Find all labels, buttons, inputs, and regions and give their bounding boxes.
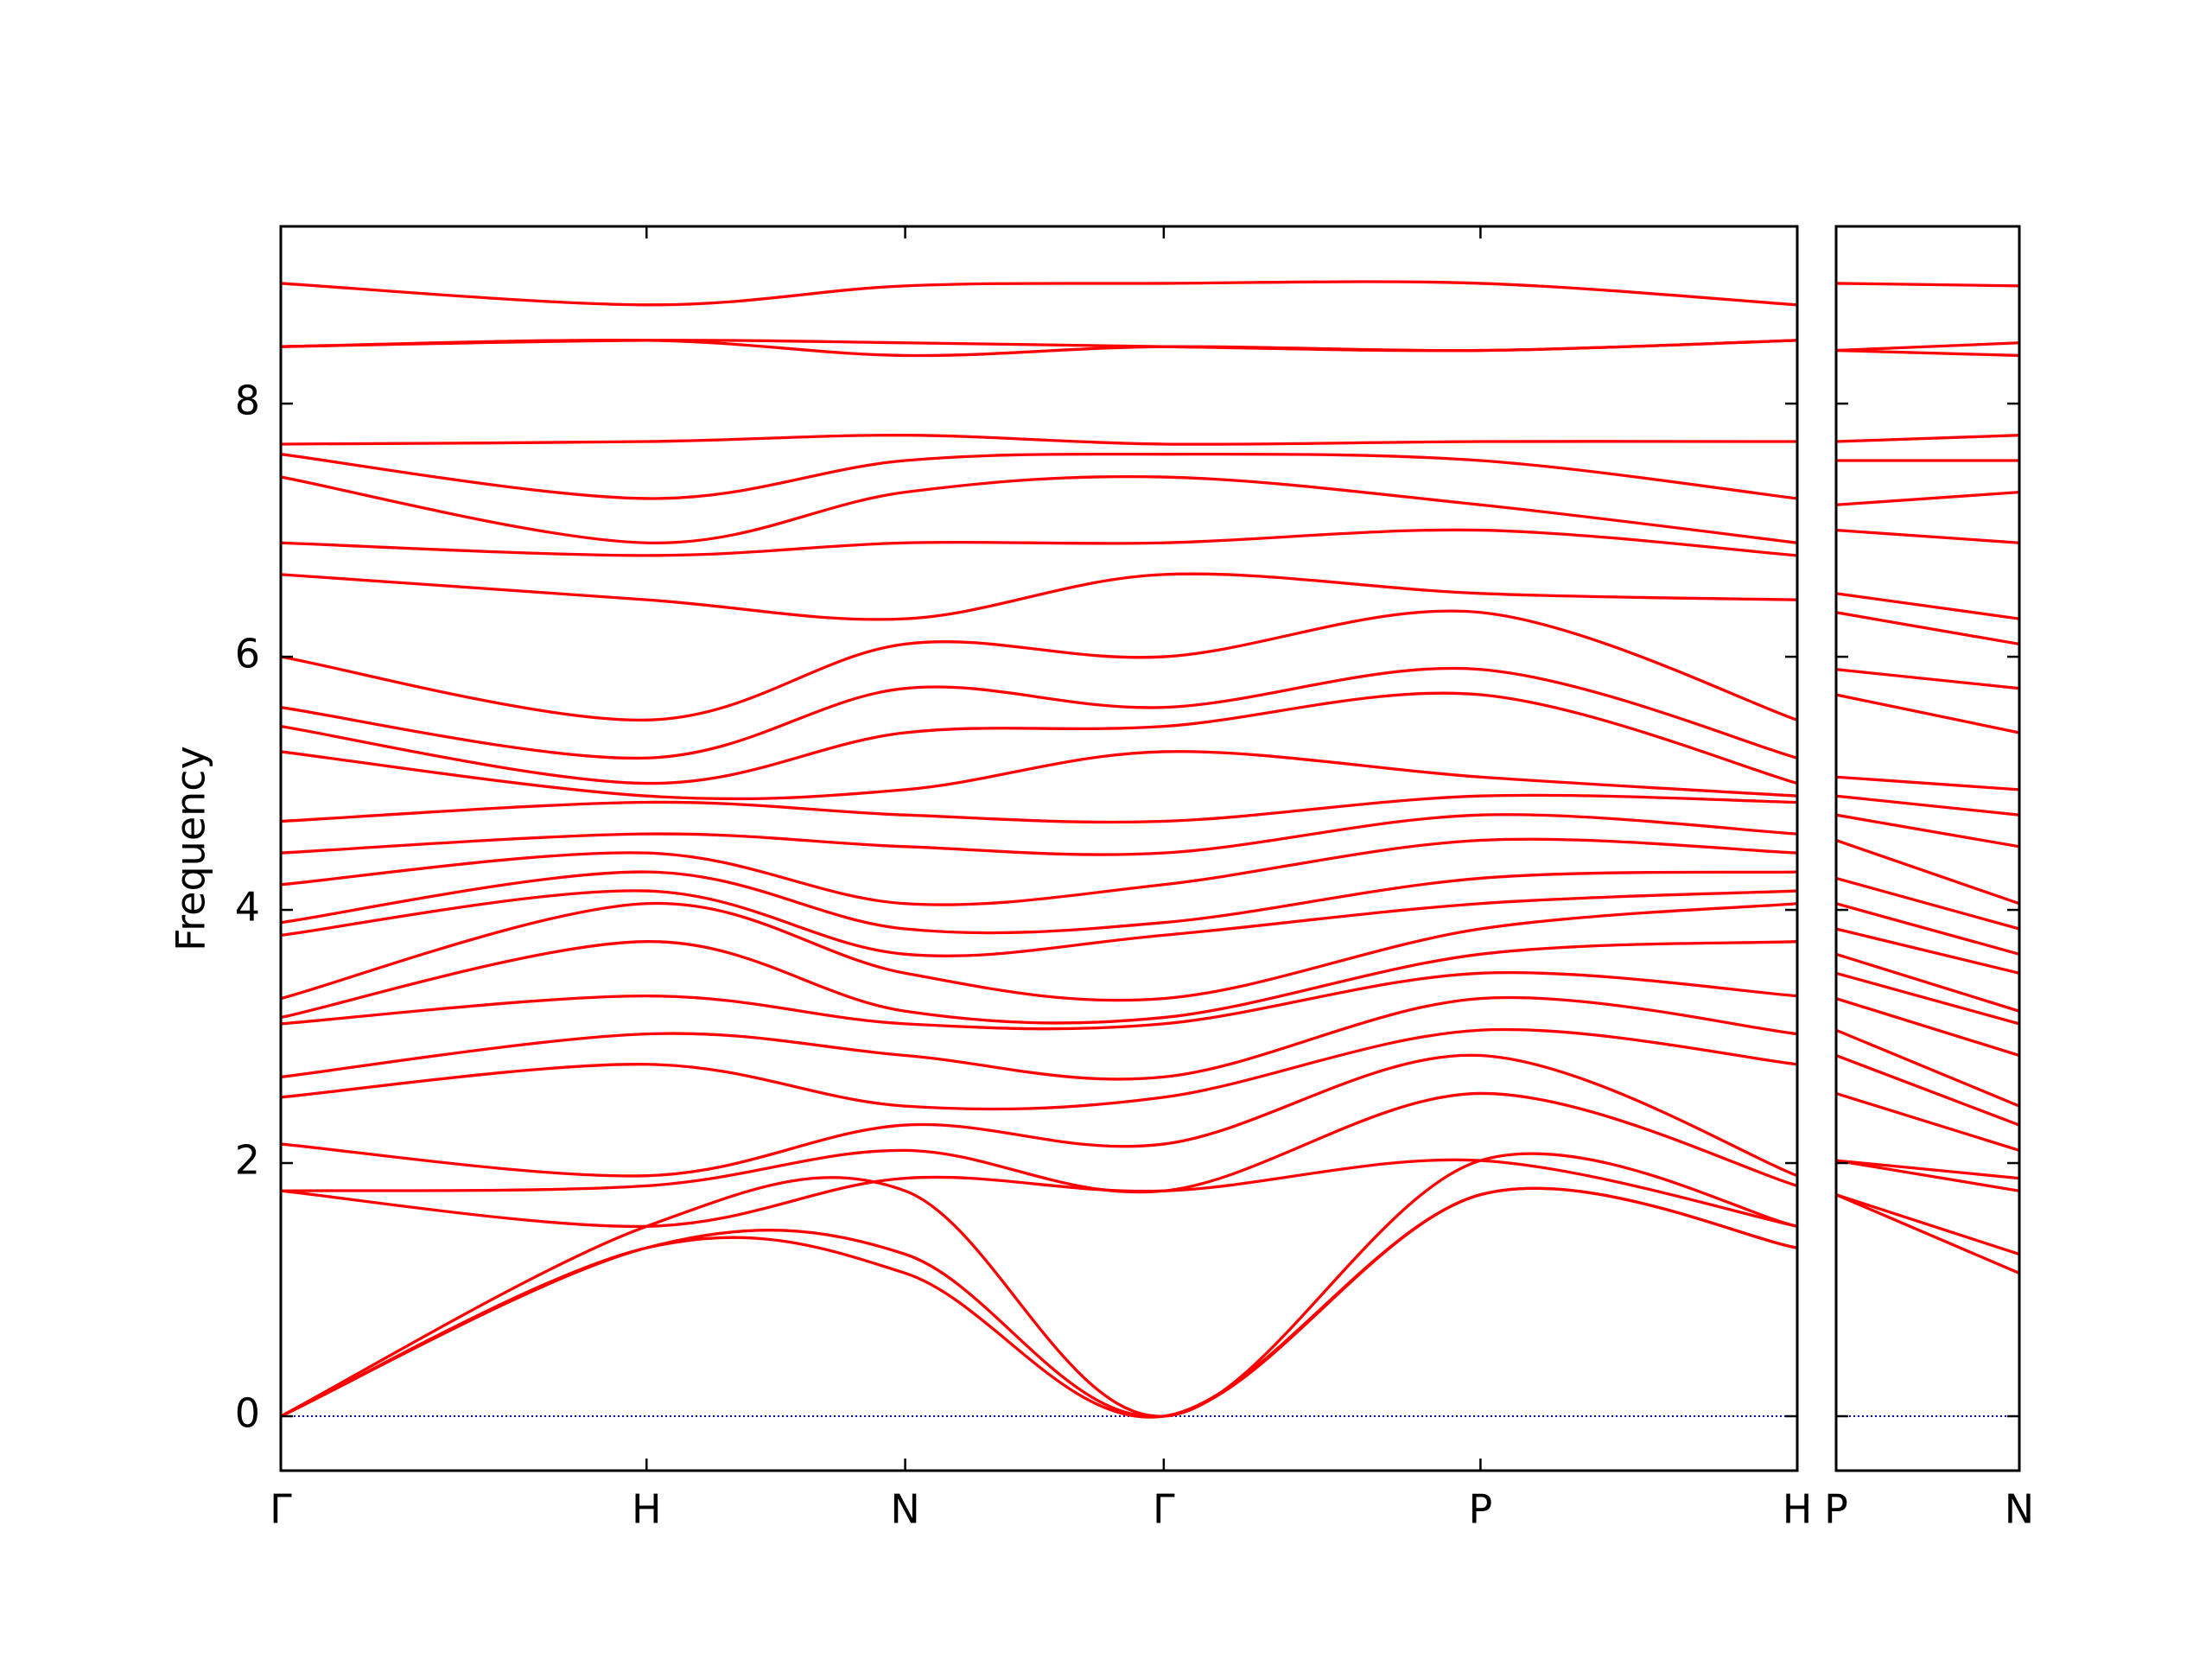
band-line	[281, 1186, 1797, 1419]
band-line	[281, 1027, 1797, 1111]
band-line	[281, 995, 1797, 1081]
band-line	[281, 813, 1797, 856]
band-line	[281, 1152, 1797, 1418]
plot-frame	[279, 225, 1799, 1472]
band-line	[281, 970, 1797, 1031]
x-tick-label: N	[2005, 1486, 2034, 1533]
band-line	[281, 339, 1797, 353]
band-line	[281, 889, 1797, 957]
y-tick-label: 2	[235, 1137, 260, 1184]
band-line	[1836, 1193, 2019, 1256]
band-line	[281, 940, 1797, 1025]
band-line	[1836, 1028, 2019, 1108]
band-line	[281, 793, 1797, 824]
x-tick-label: Γ	[270, 1486, 292, 1533]
band-line	[1836, 902, 2019, 956]
band-line	[1836, 1159, 2019, 1180]
band-line	[1836, 1053, 2019, 1127]
band-line	[1836, 348, 2019, 358]
band-line	[1836, 1159, 2019, 1192]
band-line	[281, 870, 1797, 935]
band-line	[281, 666, 1797, 760]
band-line	[281, 837, 1797, 906]
band-line	[281, 1091, 1797, 1194]
band-line	[281, 434, 1797, 446]
y-tick-label: 4	[235, 884, 260, 931]
band-line	[281, 1053, 1797, 1178]
band-line	[1836, 794, 2019, 817]
y-tick-label: 6	[235, 631, 260, 677]
band-line	[281, 609, 1797, 721]
band-line	[1836, 971, 2019, 1026]
x-tick-label: P	[1824, 1486, 1848, 1533]
band-line	[1836, 1193, 2019, 1274]
band-line	[1836, 341, 2019, 353]
band-line	[1836, 693, 2019, 734]
band-line	[281, 901, 1797, 1002]
band-line	[1836, 611, 2019, 646]
x-tick-label: P	[1469, 1486, 1493, 1533]
band-line	[281, 280, 1797, 307]
band-line	[1836, 668, 2019, 690]
band-line	[281, 474, 1797, 544]
band-line	[1836, 997, 2019, 1058]
x-tick-label: Γ	[1153, 1486, 1175, 1533]
y-tick-label: 0	[235, 1390, 260, 1437]
band-line	[281, 691, 1797, 785]
band-line	[1836, 775, 2019, 791]
band-line	[1836, 952, 2019, 1013]
band-line	[1836, 490, 2019, 506]
y-tick-label: 8	[235, 378, 260, 424]
band-line	[1836, 876, 2019, 931]
band-line	[1836, 927, 2019, 975]
y-axis-label: Frequency	[168, 746, 214, 951]
x-tick-label: H	[632, 1486, 662, 1533]
band-line	[1836, 528, 2019, 544]
band-line	[281, 572, 1797, 621]
band-line	[281, 528, 1797, 557]
x-tick-label: N	[890, 1486, 919, 1533]
band-line	[281, 1158, 1797, 1229]
band-line	[281, 452, 1797, 500]
band-line	[281, 750, 1797, 801]
band-line	[1836, 282, 2019, 288]
x-tick-label: H	[1783, 1486, 1813, 1533]
band-line	[1836, 592, 2019, 620]
band-line	[1836, 434, 2019, 443]
band-line	[1836, 838, 2019, 906]
band-line	[1836, 1091, 2019, 1152]
plot-frame	[1834, 225, 2021, 1472]
band-line	[1836, 813, 2019, 849]
